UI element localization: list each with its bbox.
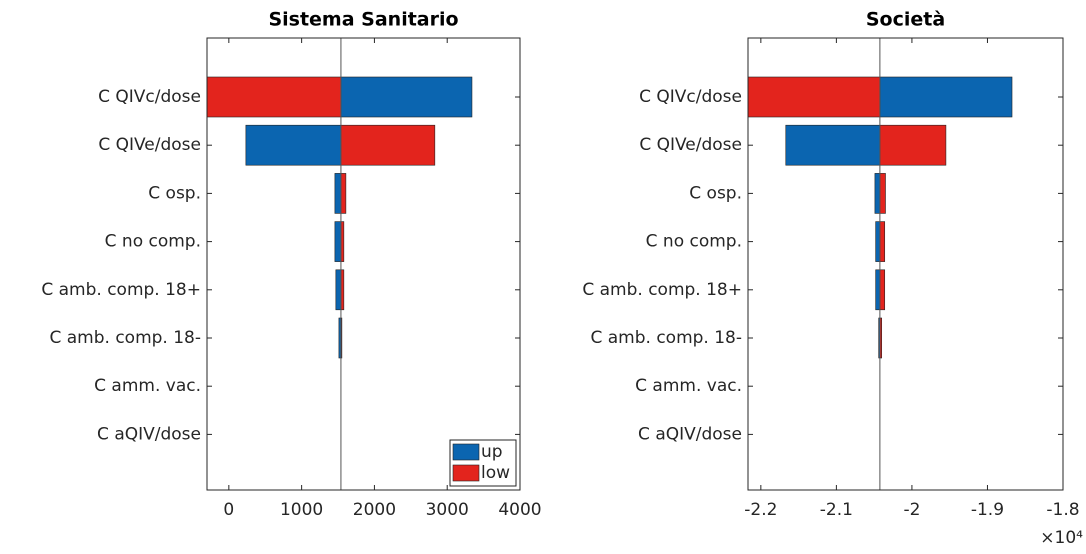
x-tick-label: -2: [903, 500, 920, 520]
y-tick-label: C osp.: [148, 183, 201, 203]
bar: [340, 173, 347, 214]
y-tick-label: C osp.: [689, 183, 742, 203]
y-tick-label: C aQIV/dose: [97, 424, 201, 444]
bar: [340, 124, 436, 166]
axes-box: [747, 37, 1064, 491]
y-tick-label: C QIVc/dose: [639, 87, 742, 107]
bar: [245, 124, 342, 166]
y-tick-label: C amb. comp. 18-: [49, 328, 201, 348]
bar: [879, 124, 947, 166]
x-tick-label: -2.1: [820, 500, 853, 520]
legend-label: up: [481, 442, 503, 462]
y-tick-label: C aQIV/dose: [638, 424, 742, 444]
y-tick-label: C amb. comp. 18+: [41, 280, 201, 300]
x-tick-label: -1.8: [1046, 500, 1079, 520]
bar: [874, 173, 881, 214]
bar: [747, 76, 881, 118]
bar: [335, 269, 342, 311]
y-tick-label: C QIVe/dose: [639, 135, 742, 155]
legend-label: low: [481, 463, 510, 483]
legend-swatch: [452, 443, 480, 461]
x-tick-label: 4000: [498, 500, 541, 520]
x-tick-label: 0: [223, 500, 234, 520]
legend-swatch: [452, 464, 480, 482]
y-tick-label: C amb. comp. 18+: [582, 280, 742, 300]
bar: [879, 173, 886, 214]
x-tick-label: -1.9: [971, 500, 1004, 520]
x-exponent: ×10⁴: [1040, 528, 1083, 548]
y-tick-label: C QIVe/dose: [98, 135, 201, 155]
bar: [340, 76, 473, 118]
chart-title: Società: [866, 9, 945, 31]
bar: [879, 269, 886, 311]
y-tick-label: C amm. vac.: [94, 376, 201, 396]
bar: [875, 269, 881, 311]
bar: [206, 76, 342, 118]
x-tick-label: 2000: [353, 500, 396, 520]
bar: [785, 124, 881, 166]
y-tick-label: C amb. comp. 18-: [590, 328, 742, 348]
x-tick-label: 3000: [426, 500, 469, 520]
y-tick-label: C no comp.: [646, 232, 742, 252]
y-tick-label: C no comp.: [105, 232, 201, 252]
bar: [879, 76, 1013, 118]
y-tick-label: C QIVc/dose: [98, 87, 201, 107]
bar: [879, 221, 886, 262]
bar: [875, 221, 881, 262]
axes-box: [206, 37, 521, 491]
x-tick-label: -2.2: [744, 500, 777, 520]
bar: [334, 173, 342, 214]
bar: [334, 221, 342, 262]
y-tick-label: C amm. vac.: [635, 376, 742, 396]
x-tick-label: 1000: [280, 500, 323, 520]
chart-title: Sistema Sanitario: [268, 9, 458, 31]
